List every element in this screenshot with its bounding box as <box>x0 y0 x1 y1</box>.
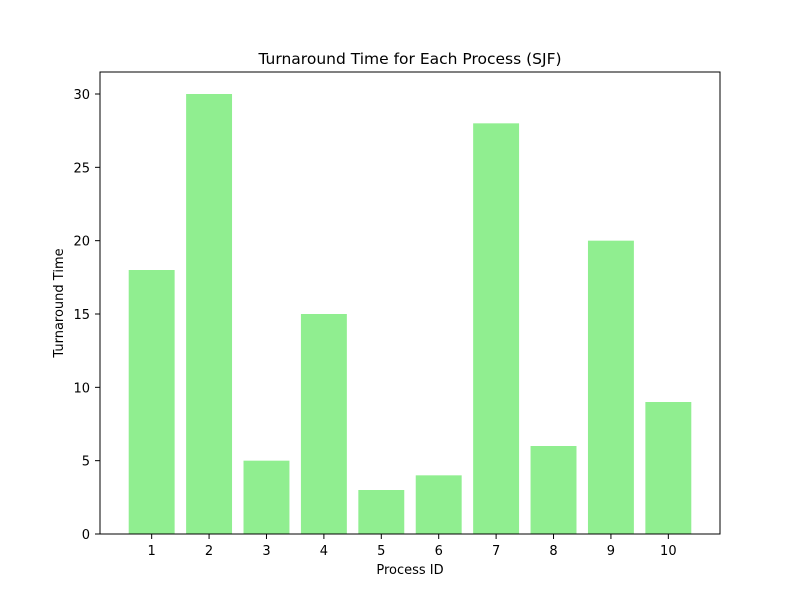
chart-title: Turnaround Time for Each Process (SJF) <box>257 50 561 68</box>
x-tick-label: 9 <box>607 544 615 559</box>
y-tick-label: 15 <box>73 308 90 323</box>
bar-process-5 <box>358 490 405 534</box>
x-tick-label: 5 <box>377 544 385 559</box>
bars-group <box>128 94 692 534</box>
x-tick-label: 7 <box>492 544 500 559</box>
x-axis-ticks: 1 2 3 4 5 6 7 8 9 10 <box>148 534 677 559</box>
bar-process-8 <box>530 446 577 534</box>
y-tick-label: 5 <box>82 455 90 470</box>
bar-process-10 <box>645 402 692 534</box>
bar-process-3 <box>243 460 290 534</box>
y-tick-label: 10 <box>73 381 90 396</box>
x-tick-label: 6 <box>435 544 443 559</box>
y-tick-label: 20 <box>73 235 90 250</box>
bar-process-1 <box>128 270 175 534</box>
bar-process-2 <box>186 94 233 534</box>
bar-process-4 <box>300 314 347 534</box>
bar-process-6 <box>415 475 462 534</box>
bar-process-9 <box>587 240 634 534</box>
plot-area-frame <box>99 71 721 535</box>
y-axis-label: Turnaround Time <box>52 248 67 358</box>
x-tick-label: 1 <box>148 544 156 559</box>
x-tick-label: 4 <box>320 544 328 559</box>
x-tick-label: 10 <box>660 544 677 559</box>
x-axis-label: Process ID <box>376 563 443 578</box>
x-tick-label: 8 <box>549 544 557 559</box>
y-tick-label: 30 <box>73 88 90 103</box>
y-axis-ticks: 0 5 10 15 20 25 30 <box>73 88 100 543</box>
y-tick-label: 0 <box>82 528 90 543</box>
bar-process-7 <box>473 123 520 534</box>
y-tick-label: 25 <box>73 161 90 176</box>
x-tick-label: 3 <box>262 544 270 559</box>
x-tick-label: 2 <box>205 544 213 559</box>
